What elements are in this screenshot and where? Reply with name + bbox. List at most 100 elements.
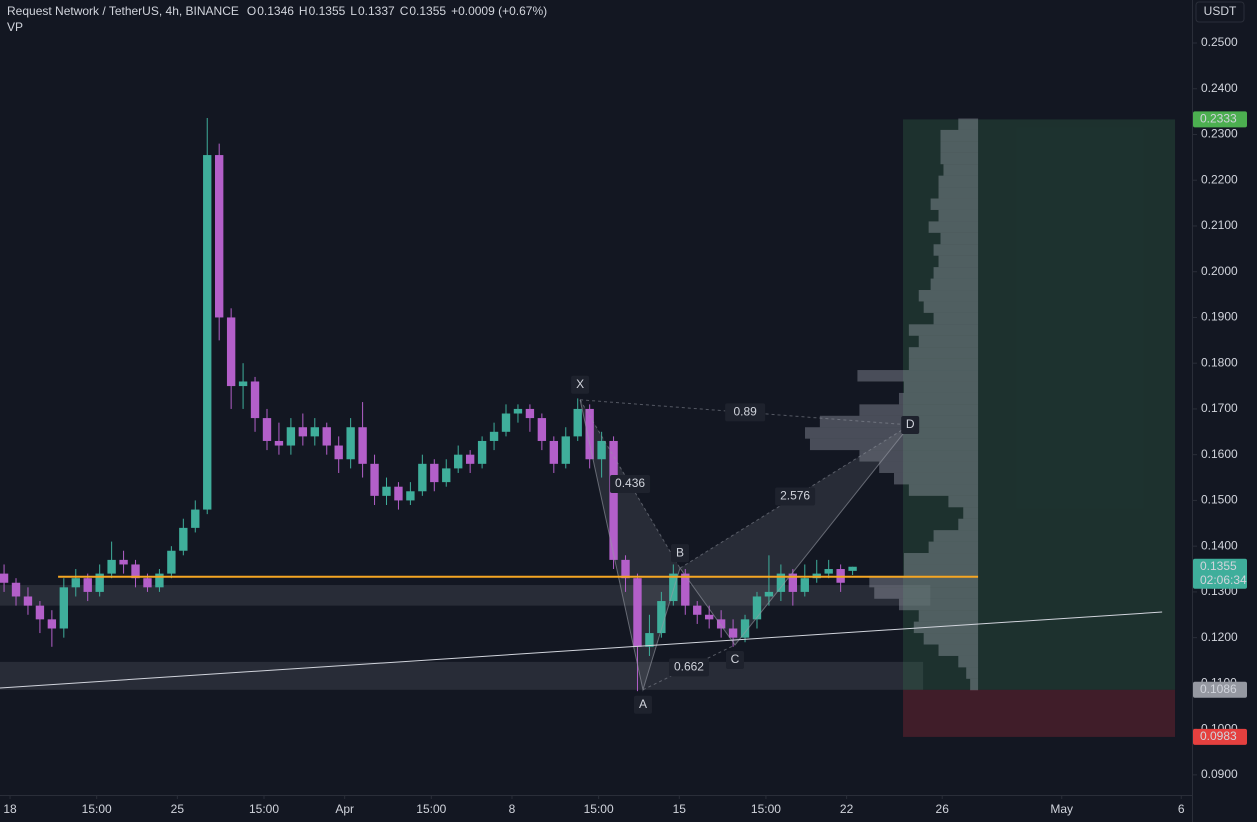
volume-bar	[970, 678, 979, 691]
candle-body	[716, 619, 726, 629]
volume-bar	[918, 335, 979, 348]
candle-body	[310, 427, 319, 437]
volume-bar	[940, 129, 979, 142]
volume-bar	[933, 312, 979, 325]
candle-body	[107, 559, 116, 574]
header-text: 0.1346	[257, 4, 294, 18]
price-badge-label: 0.1355	[1200, 559, 1237, 573]
header-text: 0.1355	[409, 4, 446, 18]
candle-body	[131, 564, 140, 579]
candle-body	[250, 381, 260, 419]
volume-bar	[938, 187, 979, 199]
candle-body	[573, 408, 582, 437]
drawings	[0, 118, 1176, 737]
candle-body	[549, 440, 558, 464]
volume-bar	[938, 644, 979, 656]
y-tick-label: 0.2400	[1201, 81, 1238, 95]
candle-body	[430, 463, 439, 483]
candle-body	[59, 587, 69, 629]
ratio-label: 0.662	[674, 660, 704, 674]
candle-body	[214, 155, 224, 318]
point-label: B	[676, 545, 684, 559]
candle-body	[334, 445, 343, 460]
x-tick-label: 15:00	[751, 802, 781, 816]
volume-bar	[928, 221, 979, 233]
candle-body	[848, 566, 857, 571]
candle-body	[274, 440, 284, 446]
y-tick-label: 0.1500	[1201, 493, 1238, 507]
candle-body	[382, 486, 391, 496]
price-badge	[1193, 728, 1247, 745]
x-tick-label: 15:00	[416, 802, 446, 816]
point-label: A	[639, 697, 647, 711]
volume-bar	[859, 404, 979, 416]
axes: USDT Request Network / TetherUS, 4h, BIN…	[3, 1, 1247, 816]
candle-body	[35, 605, 45, 620]
currency-label: USDT	[1204, 4, 1237, 18]
y-tick-label: 0.2000	[1201, 264, 1238, 278]
candle-body	[454, 454, 463, 469]
candle-body	[83, 578, 92, 592]
candle-body	[167, 550, 176, 574]
volume-bar	[940, 152, 979, 165]
candle-body	[537, 418, 547, 441]
header-text: H	[299, 4, 308, 18]
candle-body	[728, 628, 738, 638]
x-tick-label: 15:00	[249, 802, 279, 816]
candle-body	[11, 582, 21, 597]
countdown-label: 02:06:34	[1200, 573, 1247, 587]
candle-body	[645, 633, 654, 647]
trend-line	[0, 611, 1163, 689]
indicator-label: VP	[7, 20, 23, 34]
volume-bar	[948, 495, 979, 508]
y-tick-label: 0.2200	[1201, 172, 1238, 186]
header-text: 0.1355	[309, 4, 346, 18]
volume-bar	[958, 518, 979, 531]
volume-bar	[898, 392, 979, 405]
x-tick-label: 15	[673, 802, 687, 816]
candles	[0, 118, 857, 692]
candle-body	[155, 573, 164, 588]
ratio-box	[725, 403, 766, 422]
y-tick-label: 0.1400	[1201, 538, 1238, 552]
y-tick-label: 0.2500	[1201, 35, 1238, 49]
volume-bar	[963, 507, 979, 519]
volume-bar	[908, 324, 979, 336]
volume-bar	[958, 118, 979, 130]
volume-bar	[933, 244, 979, 256]
volume-bar	[930, 278, 979, 291]
price-badge-label: 0.1086	[1200, 682, 1237, 696]
pattern-area	[580, 399, 681, 690]
y-tick-label: 0.2300	[1201, 127, 1238, 141]
x-tick-label: Apr	[335, 802, 354, 816]
candle-body	[776, 573, 786, 592]
candle-body	[788, 573, 798, 592]
point-box	[901, 415, 920, 434]
volume-bar	[933, 267, 979, 279]
candle-body	[95, 573, 104, 592]
candle-body	[740, 619, 750, 638]
zone	[0, 585, 931, 606]
y-tick-label: 0.0900	[1201, 767, 1238, 781]
x-tick-label: May	[1050, 802, 1073, 816]
candle-body	[477, 440, 487, 464]
candle-body	[752, 596, 762, 620]
y-tick-label: 0.1900	[1201, 310, 1238, 324]
x-tick-label: 26	[936, 802, 950, 816]
pattern-link	[642, 644, 736, 691]
x-tick-label: 15:00	[82, 802, 112, 816]
volume-bar	[903, 564, 979, 576]
ratio-label: 2.576	[780, 489, 810, 503]
candle-body	[669, 573, 678, 602]
candle-body	[370, 463, 379, 496]
volume-bar	[940, 232, 979, 245]
price-badge-label: 0.2333	[1200, 112, 1237, 126]
candle-body	[226, 317, 236, 387]
candle-body	[501, 413, 511, 432]
candle-body	[621, 559, 630, 579]
candle-body	[119, 559, 128, 565]
candle-body	[71, 578, 80, 588]
candle-body	[824, 569, 833, 574]
candle-body	[262, 418, 272, 441]
volume-bar	[918, 610, 979, 622]
